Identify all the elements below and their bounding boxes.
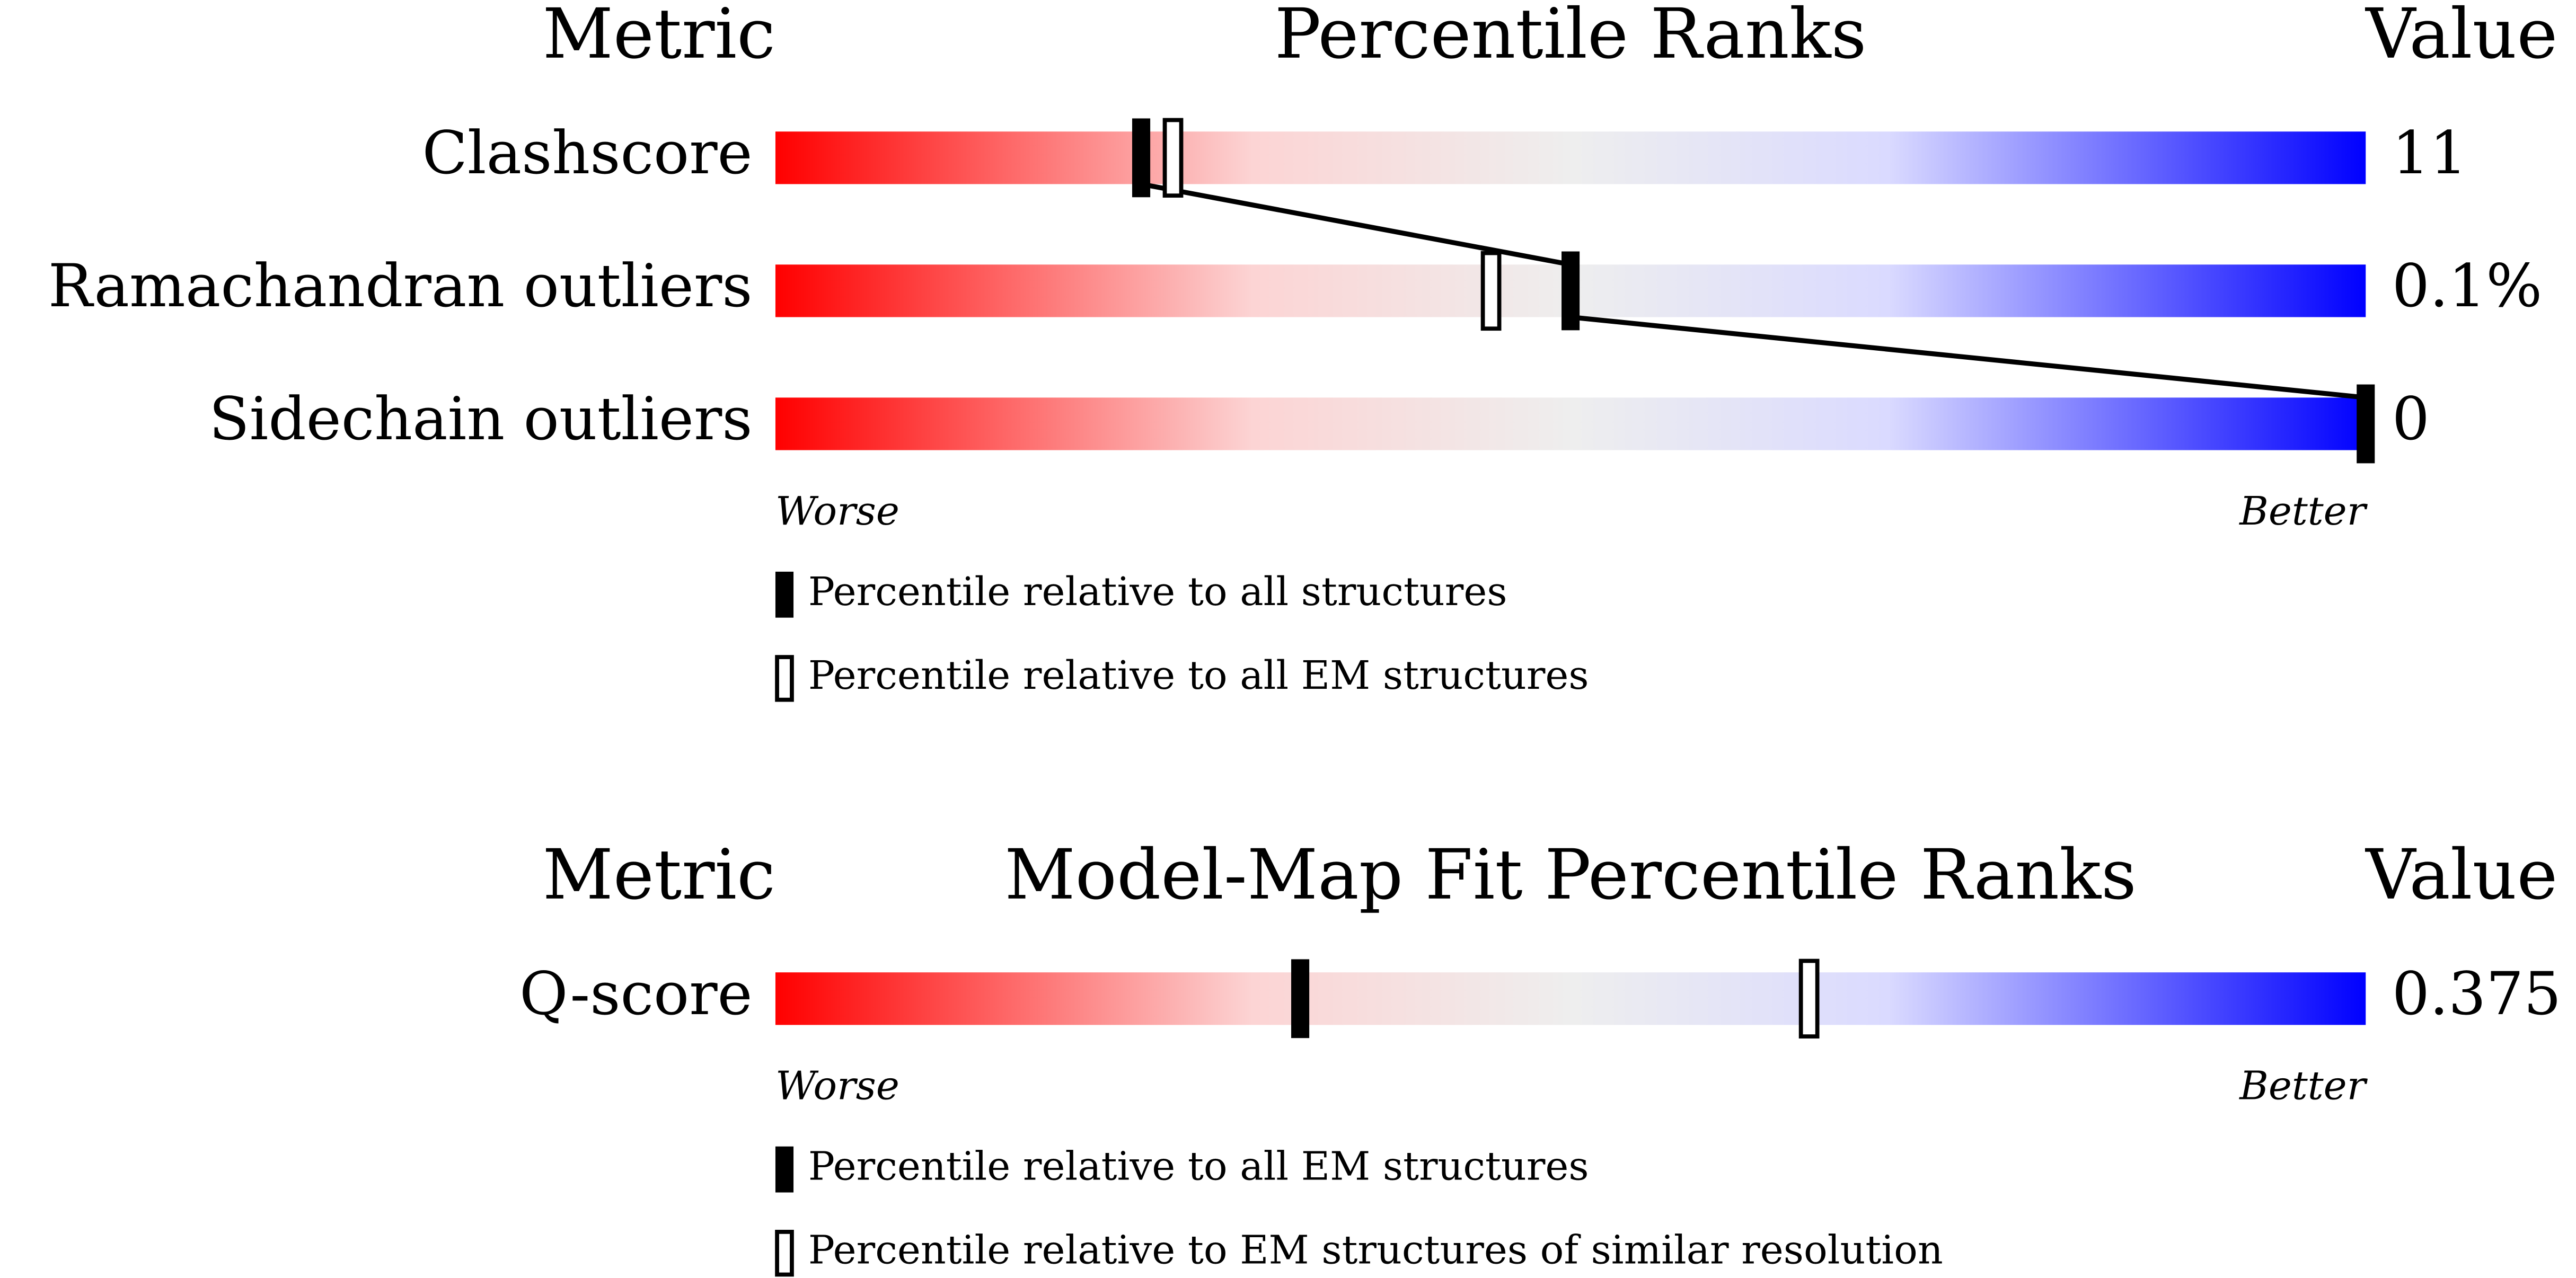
percentile-marker [2357, 384, 2375, 464]
gradient-bar [775, 131, 2366, 184]
better-label: Better [2238, 488, 2368, 534]
legend-marker-open [775, 1230, 794, 1277]
gradient-bar [775, 972, 2366, 1025]
better-label: Better [2238, 1063, 2368, 1109]
connector-line [1141, 181, 1571, 267]
header-title: Model-Map Fit Percentile Ranks [1004, 835, 2137, 915]
connector-line [1570, 314, 2366, 401]
header-value: Value [2365, 835, 2557, 915]
header-metric: Metric [543, 0, 775, 74]
header-value: Value [2365, 0, 2557, 74]
legend-label: Percentile relative to EM structures of … [808, 1227, 1943, 1273]
percentile-marker [1132, 118, 1151, 198]
header-title: Percentile Ranks [1275, 0, 1867, 74]
legend-label: Percentile relative to all EM structures [808, 1143, 1589, 1190]
percentile-marker [1291, 959, 1310, 1039]
percentile-marker-open [1798, 958, 1820, 1039]
legend-marker [775, 1146, 794, 1193]
metric-label: Q-score [519, 960, 753, 1028]
value-label: 0 [2392, 385, 2430, 454]
value-label: 11 [2392, 119, 2467, 188]
legend-label: Percentile relative to all structures [808, 569, 1507, 615]
value-label: 0.1% [2392, 252, 2542, 321]
gradient-bar [775, 397, 2366, 450]
header-metric: Metric [543, 835, 775, 915]
legend-marker-open [775, 655, 794, 702]
percentile-marker-open [1162, 118, 1184, 198]
legend-label: Percentile relative to all EM structures [808, 652, 1589, 698]
metric-label: Ramachandran outliers [48, 252, 753, 321]
value-label: 0.375 [2392, 960, 2561, 1028]
legend-marker [775, 571, 794, 618]
worse-label: Worse [775, 488, 899, 534]
percentile-marker [1562, 251, 1580, 331]
percentile-marker-open [1480, 251, 1502, 331]
worse-label: Worse [775, 1063, 899, 1109]
metric-label: Clashscore [422, 119, 753, 188]
metric-label: Sidechain outliers [209, 385, 752, 454]
